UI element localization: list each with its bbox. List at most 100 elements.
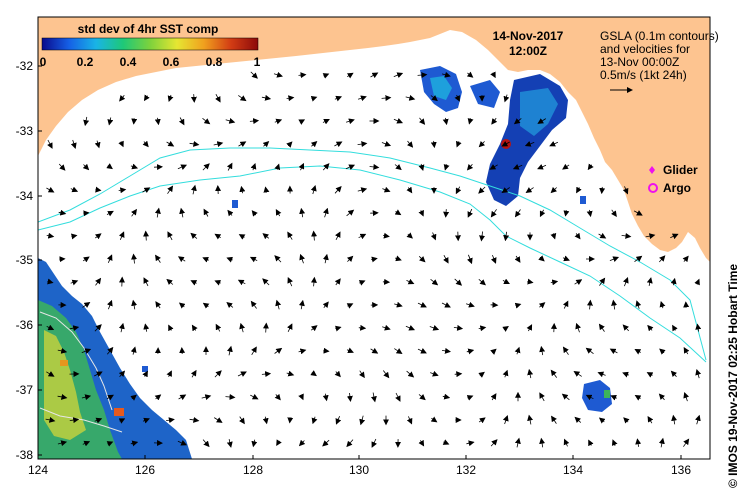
velocity-arrow	[82, 163, 90, 171]
velocity-arrow	[645, 233, 656, 240]
velocity-arrow	[322, 207, 329, 218]
colorbar-tick-1: 0.2	[77, 55, 94, 69]
velocity-arrow	[107, 117, 114, 126]
velocity-arrow	[143, 94, 150, 102]
velocity-arrow	[490, 71, 496, 79]
velocity-arrow	[166, 417, 175, 424]
velocity-arrow	[526, 324, 533, 332]
velocity-arrow	[95, 186, 102, 193]
velocity-arrow	[393, 72, 404, 78]
lat-tick-label: -33	[16, 124, 34, 138]
velocity-arrow	[46, 371, 55, 377]
velocity-arrow	[190, 184, 197, 195]
velocity-arrow	[573, 371, 582, 377]
velocity-arrow	[166, 278, 174, 286]
velocity-arrow	[168, 324, 174, 332]
velocity-arrow	[130, 346, 137, 355]
velocity-arrow	[346, 347, 354, 354]
velocity-arrow	[430, 140, 437, 149]
velocity-arrow	[298, 119, 306, 125]
argo-label: Argo	[663, 181, 691, 195]
lon-tick-label: 132	[456, 463, 476, 477]
longitude-axis: 124 126 128 130 132 134 136	[28, 455, 691, 477]
velocity-arrow	[323, 347, 330, 354]
velocity-arrow	[178, 117, 185, 126]
velocity-arrow	[490, 209, 497, 218]
velocity-arrow	[334, 278, 341, 286]
velocity-arrow	[405, 325, 416, 331]
velocity-arrow	[118, 370, 126, 378]
velocity-arrow	[467, 117, 474, 125]
velocity-arrow	[346, 255, 354, 263]
velocity-arrow	[598, 417, 606, 424]
velocity-arrow	[226, 439, 233, 448]
velocity-arrow	[695, 368, 702, 379]
velocity-arrow	[525, 187, 534, 193]
velocity-arrow	[406, 278, 415, 285]
velocity-arrow	[646, 372, 654, 378]
velocity-arrow	[322, 439, 330, 447]
velocity-arrow	[131, 253, 138, 264]
velocity-arrow	[263, 186, 270, 193]
velocity-arrow	[466, 440, 475, 447]
velocity-arrow	[237, 371, 247, 377]
velocity-arrow	[239, 185, 246, 194]
velocity-arrow	[406, 140, 414, 148]
velocity-arrow	[106, 441, 114, 447]
velocity-arrow	[94, 140, 101, 149]
velocity-arrow	[107, 299, 113, 310]
velocity-arrow	[238, 95, 247, 102]
colorbar-tick-0: 0	[40, 55, 47, 69]
velocity-arrow	[441, 302, 451, 308]
velocity-arrow	[490, 348, 497, 355]
glider-marker-icon	[649, 166, 655, 174]
sst-patch-southeast	[582, 380, 612, 412]
velocity-arrow	[322, 119, 330, 125]
velocity-arrow	[118, 140, 124, 148]
velocity-arrow	[167, 94, 174, 102]
velocity-arrow	[406, 416, 413, 425]
velocity-arrow	[562, 346, 569, 355]
velocity-arrow	[359, 415, 366, 426]
velocity-arrow	[261, 371, 272, 378]
lon-tick-label: 130	[349, 463, 369, 477]
velocity-arrow	[694, 278, 700, 286]
velocity-arrow	[467, 254, 473, 265]
sst-patch-speck-2	[142, 366, 148, 372]
velocity-arrow	[576, 186, 582, 194]
velocity-arrow	[213, 141, 224, 148]
velocity-arrow	[345, 164, 356, 170]
velocity-arrow	[597, 371, 606, 378]
velocity-arrow	[287, 276, 293, 287]
velocity-arrow	[310, 276, 317, 287]
velocity-arrow	[131, 118, 138, 125]
velocity-arrow	[633, 210, 643, 216]
velocity-arrow	[57, 440, 68, 447]
velocity-arrow	[358, 233, 367, 240]
velocity-arrow	[346, 439, 354, 448]
velocity-arrow	[154, 207, 161, 218]
velocity-arrow	[430, 95, 438, 102]
velocity-arrow	[599, 186, 606, 195]
velocity-arrow	[658, 437, 665, 448]
velocity-arrow	[453, 324, 464, 331]
velocity-arrow	[586, 209, 593, 218]
lat-tick-label: -34	[16, 189, 34, 203]
latitude-axis: -32 -33 -34 -35 -36 -37 -38	[16, 59, 42, 462]
velocity-arrow	[155, 301, 162, 309]
velocity-arrow	[394, 163, 402, 171]
velocity-arrow	[514, 437, 521, 448]
map-time: 12:00Z	[509, 44, 547, 58]
velocity-arrow	[418, 163, 425, 171]
velocity-arrow	[586, 299, 593, 310]
velocity-arrow	[466, 71, 474, 78]
velocity-arrow	[94, 233, 102, 240]
velocity-arrow	[574, 279, 583, 286]
velocity-arrow	[358, 280, 366, 286]
velocity-arrow	[47, 278, 54, 285]
velocity-arrow	[634, 394, 642, 401]
velocity-arrow	[274, 393, 281, 401]
velocity-arrow	[659, 348, 666, 355]
velocity-arrow	[214, 280, 222, 286]
